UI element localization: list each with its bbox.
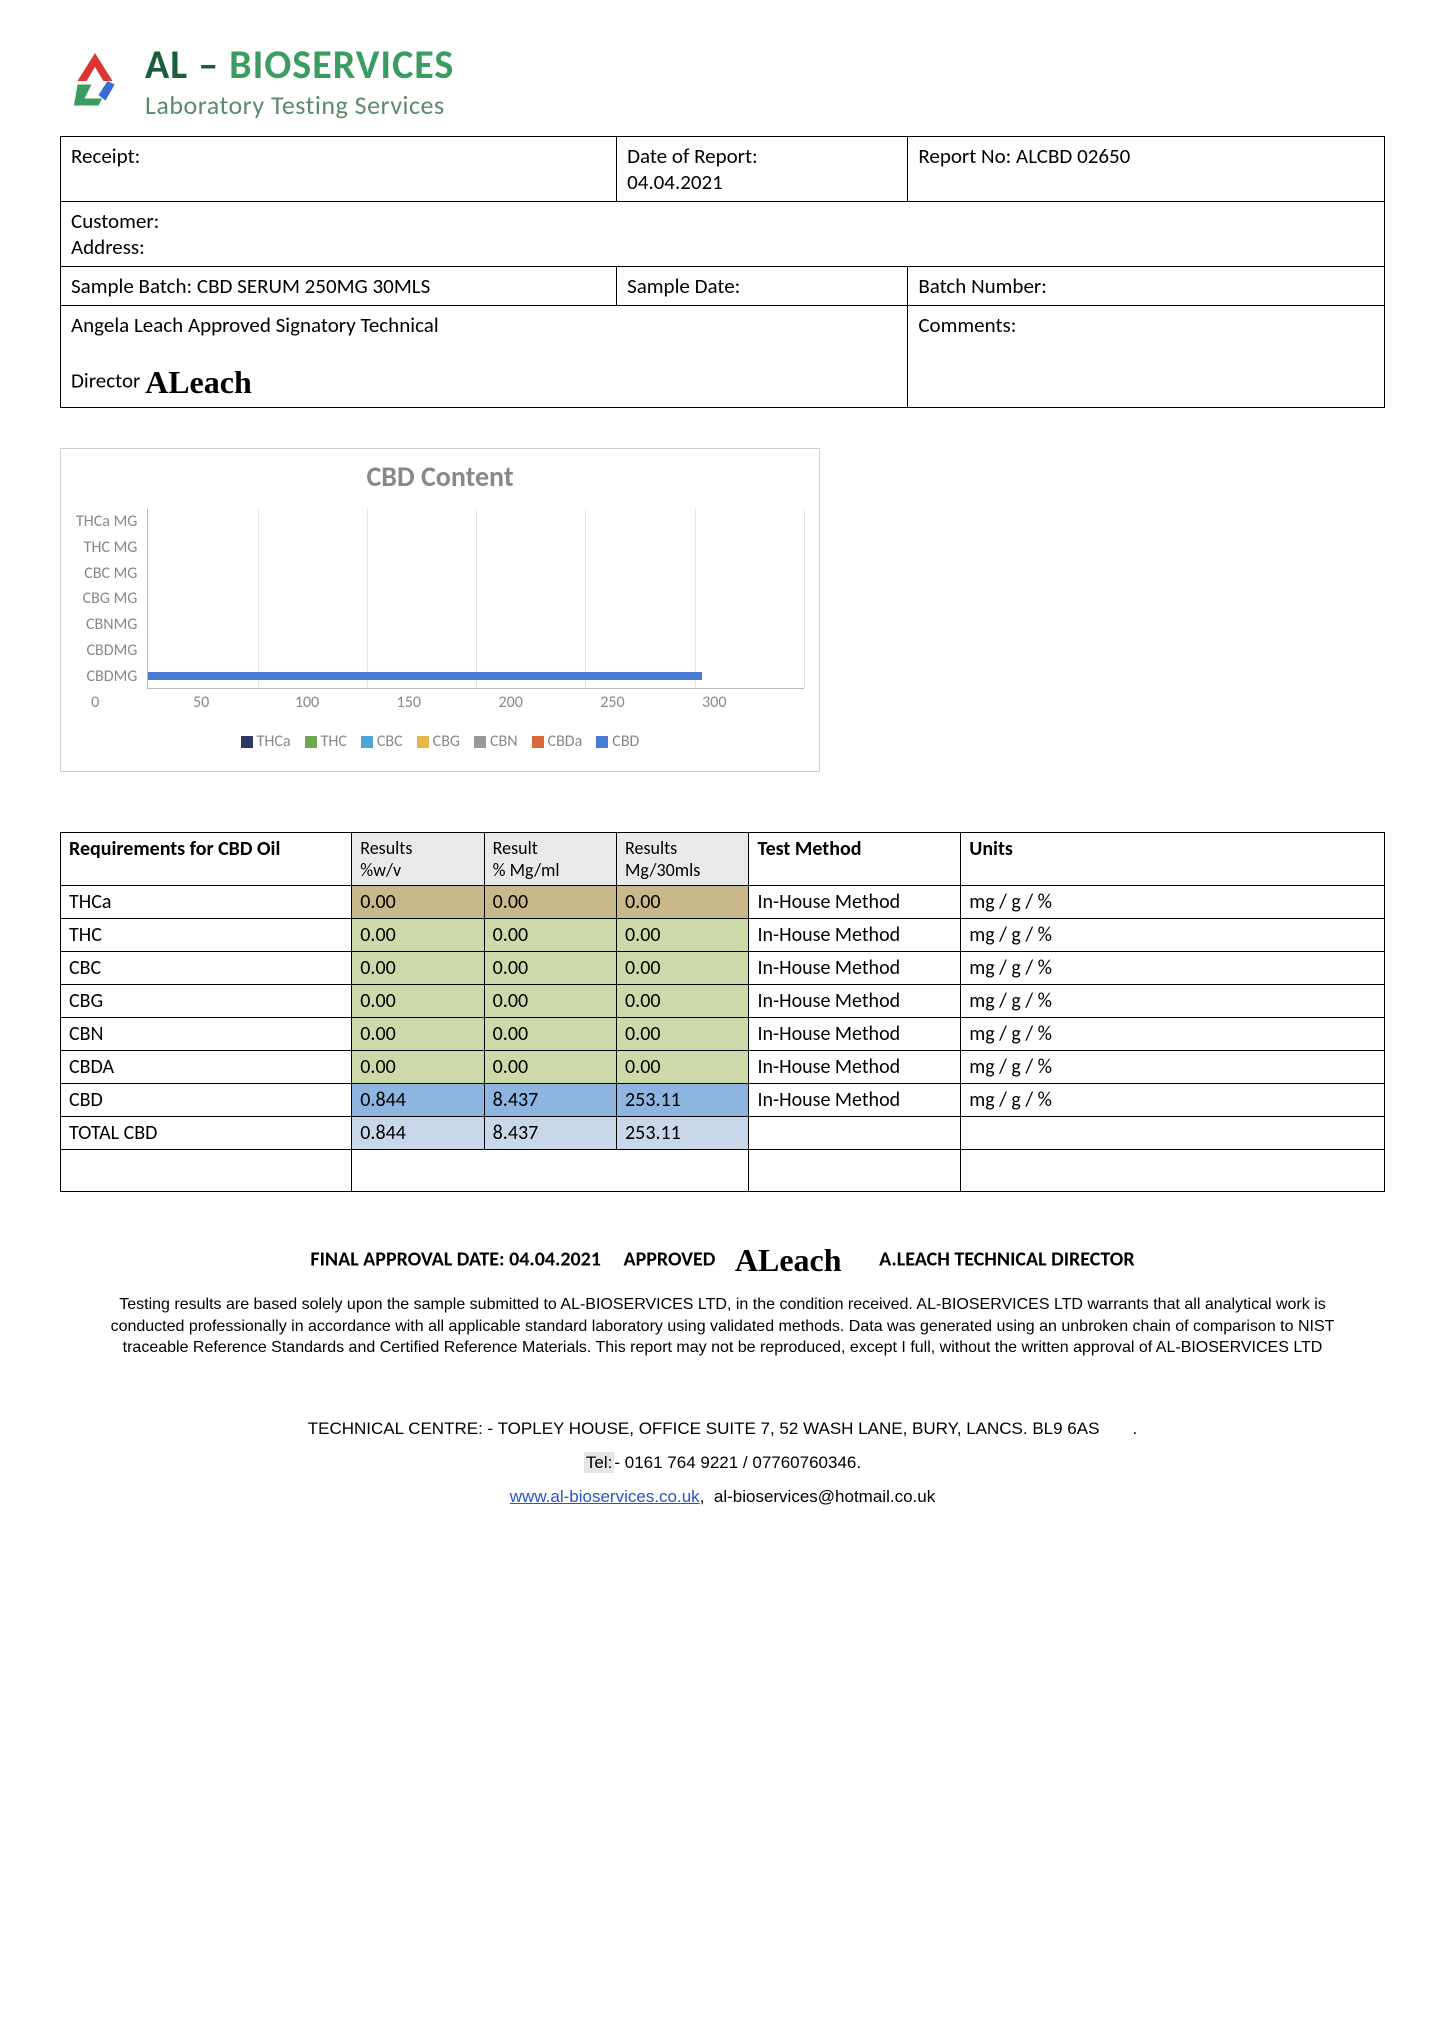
chart-y-label: THCa MG — [76, 512, 137, 531]
chart-x-label: 100 — [295, 693, 397, 712]
sub-header-1: Results%w/v — [352, 833, 484, 886]
customer-label: Customer: — [71, 208, 159, 234]
approval-director: A.LEACH TECHNICAL DIRECTOR — [879, 1247, 1134, 1271]
legend-swatch-icon — [474, 736, 486, 748]
chart-x-label: 50 — [193, 693, 295, 712]
table-row: THCa0.000.000.00In-House Methodmg / g / … — [61, 886, 1385, 919]
report-no-value: ALCBD 02650 — [1016, 143, 1130, 169]
legend-swatch-icon — [361, 736, 373, 748]
chart-y-label: CBNMG — [76, 615, 137, 634]
cbd-content-chart: CBD Content THCa MG THC MG CBC MG CBG MG CBN… — [60, 448, 820, 772]
chart-y-axis: THCa MG THC MG CBC MG CBG MG CBNMG CBDMG CBDMG — [76, 509, 147, 689]
table-row: CBC0.000.000.00In-House Methodmg / g / % — [61, 952, 1385, 985]
footer-address: TECHNICAL CENTRE: - TOPLEY HOUSE, OFFICE… — [308, 1419, 1100, 1438]
chart-bar — [148, 672, 701, 680]
logo: AL – BIOSERVICES Laboratory Testing Serv… — [60, 40, 1385, 121]
chart-plot-area — [147, 509, 804, 689]
chart-x-label: 200 — [498, 693, 600, 712]
footer-email: al-bioservices@hotmail.co.uk — [714, 1487, 935, 1506]
date-value: 04.04.2021 — [627, 169, 723, 195]
report-footer: TECHNICAL CENTRE: - TOPLEY HOUSE, OFFICE… — [60, 1419, 1385, 1507]
results-header-main: Requirements for CBD Oil — [61, 833, 352, 886]
legend-item: CBG — [417, 732, 460, 751]
chart-y-label: CBG MG — [76, 589, 137, 608]
chart-x-label: 150 — [397, 693, 499, 712]
legend-swatch-icon — [241, 736, 253, 748]
table-row: CBDA0.000.000.00In-House Methodmg / g / … — [61, 1051, 1385, 1084]
results-table: Requirements for CBD Oil Results%w/v Res… — [60, 832, 1385, 1192]
batch-number-label: Batch Number: — [918, 273, 1047, 299]
receipt-label: Receipt: — [71, 143, 140, 169]
approval-line: FINAL APPROVAL DATE: 04.04.2021 APPROVED… — [60, 1242, 1385, 1279]
sample-date-label: Sample Date: — [627, 273, 740, 299]
comments-label: Comments: — [918, 312, 1016, 338]
legend-swatch-icon — [417, 736, 429, 748]
units-header: Units — [961, 833, 1385, 886]
legend-item: CBN — [474, 732, 518, 751]
date-label: Date of Report: — [627, 143, 758, 169]
test-method-header: Test Method — [749, 833, 961, 886]
report-header-table: Receipt: Date of Report: 04.04.2021 Repo… — [60, 136, 1385, 408]
legend-item: THC — [305, 732, 347, 751]
chart-x-label: 250 — [600, 693, 702, 712]
chart-legend: THCa THC CBC CBG CBN CBDa CBD — [76, 732, 804, 751]
footer-web-link[interactable]: www.al-bioservices.co.uk — [510, 1487, 700, 1506]
final-approval-date-label: FINAL APPROVAL DATE: — [310, 1247, 504, 1271]
chart-x-label: 0 — [91, 693, 193, 712]
approved-label: APPROVED — [623, 1247, 715, 1271]
chart-title: CBD Content — [76, 459, 804, 494]
tel-label: Tel: — [584, 1452, 614, 1473]
legend-swatch-icon — [305, 736, 317, 748]
legend-swatch-icon — [532, 736, 544, 748]
legend-swatch-icon — [596, 736, 608, 748]
approval-signature-icon: ALeach — [735, 1242, 842, 1279]
logo-title: AL – BIOSERVICES — [145, 40, 454, 89]
tel-value: - 0161 764 9221 / 07760760346. — [614, 1453, 861, 1472]
disclaimer-text: Testing results are based solely upon th… — [90, 1294, 1355, 1359]
sub-header-2: Result% Mg/ml — [484, 833, 616, 886]
table-row: CBN0.000.000.00In-House Methodmg / g / % — [61, 1018, 1385, 1051]
legend-item: CBDa — [532, 732, 583, 751]
recycle-triangle-icon — [60, 46, 130, 116]
legend-item: CBC — [361, 732, 403, 751]
chart-y-label: CBDMG — [76, 667, 137, 686]
table-row: CBD0.8448.437253.11In-House Methodmg / g… — [61, 1084, 1385, 1117]
chart-x-axis: 050100150200250300 — [146, 693, 804, 712]
signature-icon: ALeach — [145, 364, 252, 401]
legend-item: THCa — [241, 732, 291, 751]
signatory-line1: Angela Leach Approved Signatory Technica… — [71, 312, 439, 338]
legend-item: CBD — [596, 732, 639, 751]
final-approval-date-value: 04.04.2021 — [509, 1247, 601, 1271]
report-no-label: Report No: — [918, 143, 1011, 169]
sub-header-3: ResultsMg/30mls — [617, 833, 749, 886]
chart-x-label: 300 — [702, 693, 804, 712]
chart-y-label: THC MG — [76, 538, 137, 557]
address-label: Address: — [71, 234, 145, 260]
table-row: THC0.000.000.00In-House Methodmg / g / % — [61, 919, 1385, 952]
sample-batch-label: Sample Batch: — [71, 273, 192, 299]
sample-batch-value: CBD SERUM 250MG 30MLS — [197, 273, 430, 299]
chart-y-label: CBDMG — [76, 641, 137, 660]
chart-y-label: CBC MG — [76, 564, 137, 583]
signatory-line2: Director — [71, 368, 140, 394]
table-row: CBG0.000.000.00In-House Methodmg / g / % — [61, 985, 1385, 1018]
table-row: TOTAL CBD0.8448.437253.11 — [61, 1117, 1385, 1150]
logo-subtitle: Laboratory Testing Services — [145, 89, 454, 121]
